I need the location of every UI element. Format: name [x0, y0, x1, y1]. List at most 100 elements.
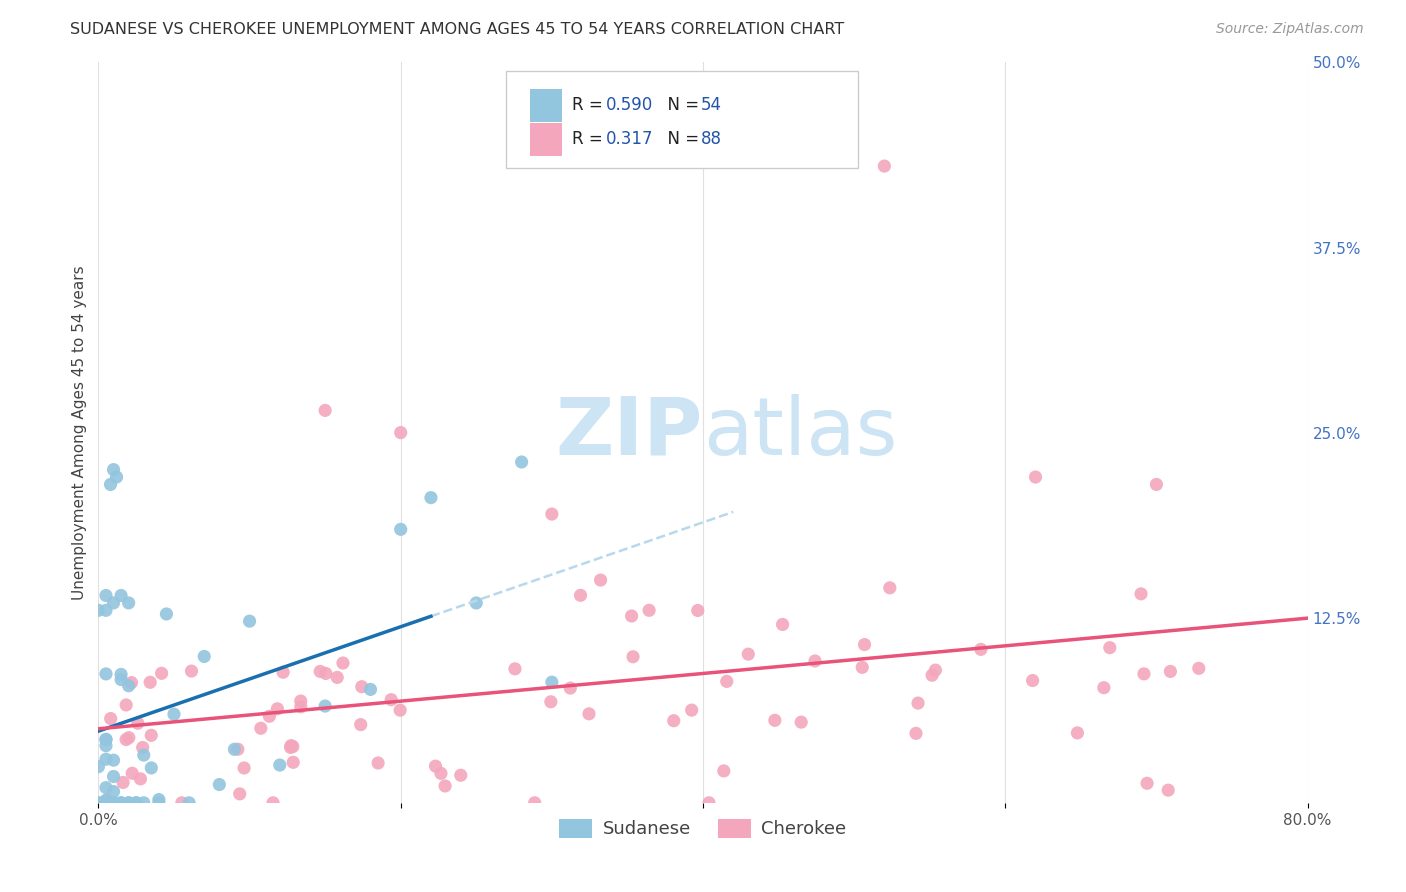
Point	[1130, 587, 1153, 601]
Point	[465, 596, 488, 610]
Point	[115, 698, 138, 712]
Point	[262, 796, 284, 810]
Point	[589, 573, 612, 587]
Point	[118, 796, 141, 810]
Point	[105, 470, 128, 484]
Point	[100, 477, 122, 491]
Point	[179, 796, 201, 810]
Point	[103, 596, 125, 610]
Point	[804, 654, 827, 668]
Point	[326, 670, 349, 684]
Text: 54: 54	[700, 96, 721, 114]
Point	[350, 680, 373, 694]
Point	[1136, 776, 1159, 790]
Point	[115, 732, 138, 747]
Point	[148, 792, 170, 806]
Point	[118, 796, 141, 810]
Point	[697, 796, 720, 810]
Point	[250, 721, 273, 735]
Point	[141, 728, 163, 742]
Text: R =: R =	[572, 130, 613, 148]
Point	[560, 681, 582, 695]
Point	[121, 675, 143, 690]
Point	[1144, 477, 1167, 491]
Point	[87, 760, 110, 774]
Point	[224, 742, 246, 756]
Point	[163, 707, 186, 722]
Point	[118, 731, 141, 745]
Point	[389, 703, 412, 717]
Point	[389, 522, 412, 536]
Point	[907, 696, 929, 710]
Point	[112, 775, 135, 789]
Point	[1133, 666, 1156, 681]
Point	[540, 507, 562, 521]
Point	[970, 642, 993, 657]
Point	[132, 796, 155, 810]
Point	[332, 656, 354, 670]
Point	[1092, 681, 1115, 695]
Point	[716, 674, 738, 689]
Point	[103, 753, 125, 767]
Text: atlas: atlas	[703, 393, 897, 472]
Point	[155, 607, 177, 621]
Point	[110, 667, 132, 681]
Point	[94, 752, 117, 766]
Point	[1188, 661, 1211, 675]
Point	[1157, 783, 1180, 797]
Point	[127, 716, 149, 731]
Point	[737, 647, 759, 661]
Point	[208, 778, 231, 792]
Point	[96, 793, 118, 807]
Point	[94, 667, 117, 681]
Point	[94, 589, 117, 603]
Point	[94, 732, 117, 747]
Point	[1024, 470, 1046, 484]
Point	[380, 692, 402, 706]
Point	[523, 796, 546, 810]
Point	[763, 714, 786, 728]
Point	[1159, 665, 1181, 679]
Point	[921, 668, 943, 682]
Point	[94, 603, 117, 617]
Point	[94, 793, 117, 807]
Point	[118, 679, 141, 693]
Point	[540, 695, 562, 709]
Point	[94, 780, 117, 795]
Point	[772, 617, 794, 632]
Point	[121, 766, 143, 780]
Text: N =: N =	[657, 130, 704, 148]
FancyBboxPatch shape	[506, 71, 858, 169]
Point	[103, 462, 125, 476]
Point	[103, 784, 125, 798]
Text: 0.590: 0.590	[606, 96, 654, 114]
Point	[139, 675, 162, 690]
Point	[110, 796, 132, 810]
Point	[924, 663, 946, 677]
Y-axis label: Unemployment Among Ages 45 to 54 years: Unemployment Among Ages 45 to 54 years	[72, 265, 87, 600]
Point	[94, 732, 117, 747]
Point	[131, 740, 153, 755]
Point	[290, 694, 312, 708]
Point	[904, 726, 927, 740]
Point	[180, 664, 202, 678]
Point	[94, 739, 117, 753]
Point	[662, 714, 685, 728]
Point	[851, 660, 873, 674]
Point	[540, 675, 562, 690]
Point	[150, 666, 173, 681]
Text: ZIP: ZIP	[555, 393, 703, 472]
Point	[125, 796, 148, 810]
Point	[125, 796, 148, 810]
Point	[686, 603, 709, 617]
Point	[879, 581, 901, 595]
Point	[100, 712, 122, 726]
Point	[226, 742, 249, 756]
Point	[103, 796, 125, 810]
Text: Source: ZipAtlas.com: Source: ZipAtlas.com	[1216, 22, 1364, 37]
Point	[259, 709, 281, 723]
Point	[578, 706, 600, 721]
Point	[681, 703, 703, 717]
Point	[228, 787, 250, 801]
Point	[87, 796, 110, 810]
